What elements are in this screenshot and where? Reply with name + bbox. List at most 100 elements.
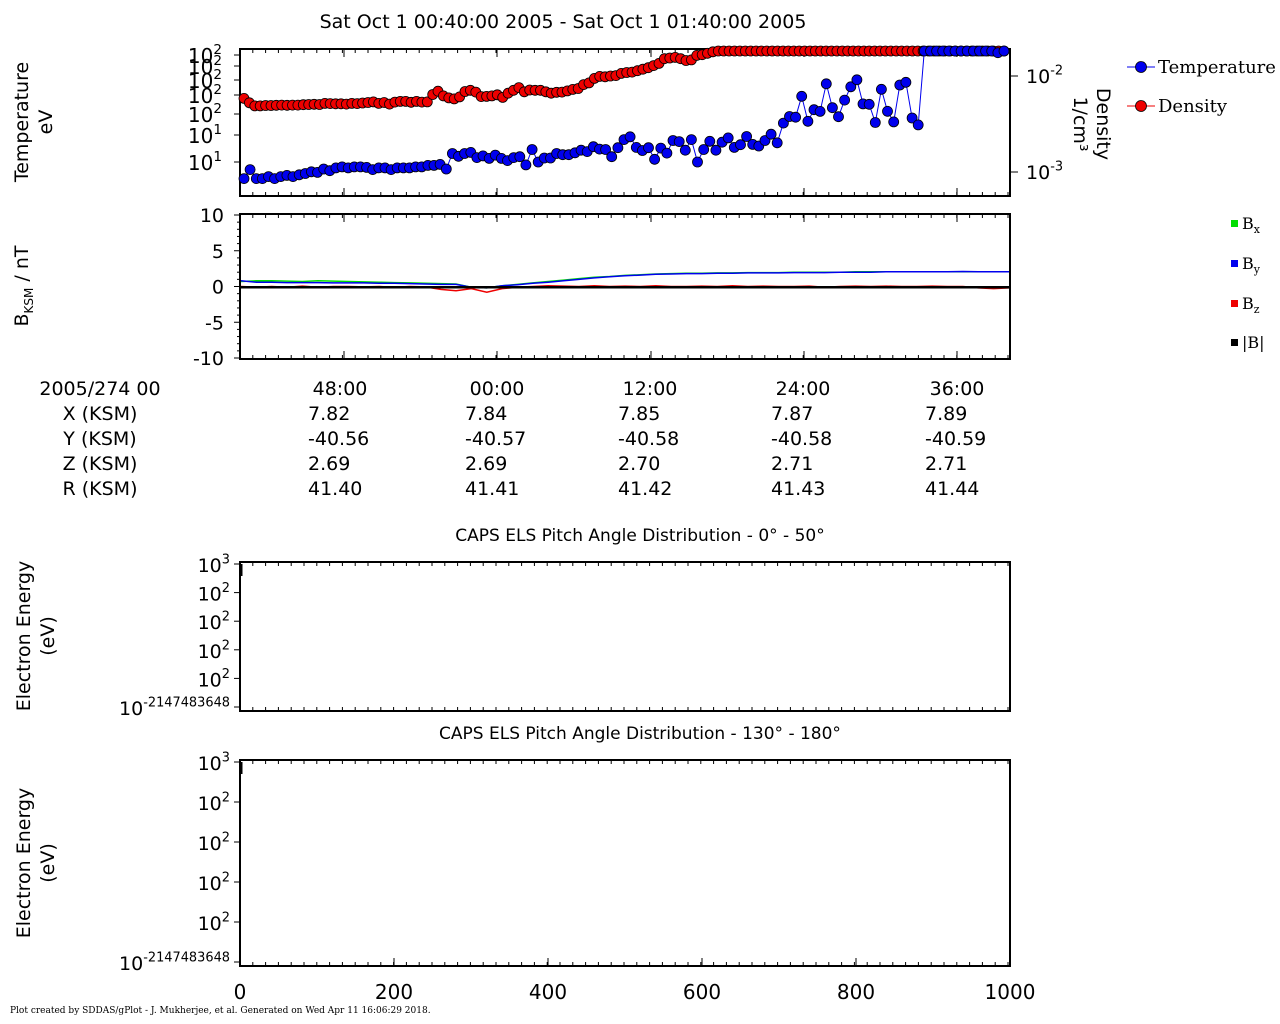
temperature-point — [741, 131, 752, 142]
temperature-point — [710, 144, 722, 156]
temperature-point — [863, 98, 875, 110]
ephemeris-value: 2.71 — [925, 453, 967, 475]
temperature-point — [820, 78, 832, 90]
temperature-point — [514, 151, 526, 163]
temperature-point — [612, 142, 624, 154]
temperature-axis-unit: eV — [35, 110, 57, 135]
temperature-point — [704, 135, 716, 147]
ephemeris-value: -40.58 — [618, 428, 679, 450]
temperature-point — [845, 81, 857, 93]
ephemeris-value: 41.43 — [771, 478, 825, 500]
temperature-point — [876, 83, 887, 95]
temperature-point — [624, 131, 636, 143]
temperature-point — [679, 144, 691, 156]
temperature-density-series — [238, 45, 1010, 185]
ephemeris-value: 7.84 — [465, 403, 507, 425]
ephemeris-value: 41.44 — [925, 478, 979, 500]
temperature-point — [440, 163, 452, 175]
ephemeris-value: -40.57 — [465, 428, 526, 450]
temperature-point — [900, 76, 912, 88]
ephemeris-value: 7.89 — [925, 403, 967, 425]
temperature-point — [796, 90, 808, 102]
ephemeris-value: 2.70 — [618, 453, 660, 475]
temperature-point — [692, 156, 703, 168]
pitch-angle-130-180-frame — [239, 759, 1011, 967]
pitch-angle-130-180-axis-label: Electron Energy — [13, 788, 35, 939]
temperature-point — [802, 115, 814, 127]
pitch-angle-130-180-y-ticks: 103 102 102 102 102 10-2147483648 — [119, 750, 243, 975]
magnetic-field-legend: Bx By Bz |B| — [1231, 214, 1265, 352]
pitch-angle-130-180-y-tick-label: 103 — [198, 750, 230, 775]
pitch-angle-130-180-title: CAPS ELS Pitch Angle Distribution - 130°… — [439, 724, 841, 744]
pitch-angle-130-180-y-tick-label: 102 — [198, 790, 230, 815]
ephemeris-row-label: X (KSM) — [63, 403, 138, 425]
ephemeris-value: 7.87 — [771, 403, 813, 425]
time-tick-label: 00:00 — [470, 378, 525, 400]
pitch-angle-130-180-y-tick-label: 10-2147483648 — [119, 950, 230, 975]
temperature-point — [686, 134, 697, 146]
pitch-angle-130-180-x-tick-label: 600 — [683, 980, 721, 1004]
temperature-point — [839, 94, 850, 106]
time-tick-label: 12:00 — [623, 378, 678, 400]
temperature-point — [735, 139, 746, 151]
pitch-angle-130-180-axis-unit: (eV) — [37, 843, 59, 883]
ephemeris-date-label: 2005/274 00 — [39, 378, 160, 400]
temperature-point — [238, 173, 250, 185]
temperature-point — [661, 147, 673, 159]
temperature-point — [827, 102, 838, 114]
bmag-legend-swatch — [1231, 339, 1238, 346]
density-axis-unit: 1/cm³ — [1069, 96, 1091, 151]
time-tick-label: 24:00 — [776, 378, 831, 400]
pitch-angle-130-180-y-tick-label: 102 — [198, 830, 230, 855]
pitch-angle-130-180-x-tick-label: 200 — [375, 980, 413, 1004]
temperature-point — [888, 116, 900, 128]
ephemeris-row-label: Z (KSM) — [63, 453, 138, 475]
temperature-point — [882, 105, 893, 117]
temperature-point — [722, 132, 734, 144]
ephemeris-value: 41.41 — [465, 478, 519, 500]
magnetic-field-y-tick-label: 0 — [212, 277, 224, 299]
by-legend-swatch — [1231, 260, 1238, 267]
magnetic-field-panel: 10 5 0 -5 -10 BKSM / nT Bx By Bz |B| — [11, 205, 1265, 370]
temperature-point — [698, 144, 710, 155]
temperature-point — [649, 153, 660, 165]
ephemeris-value: -40.59 — [925, 428, 986, 450]
pitch-angle-130-180-x-tick-label: 400 — [529, 980, 567, 1004]
ephemeris-row-label: R (KSM) — [63, 478, 138, 500]
density-line — [243, 50, 1004, 107]
magnetic-field-y-tick-label: -10 — [193, 348, 224, 370]
pitch-angle-0-50-y-tick-label: 102 — [198, 667, 230, 692]
temperature-legend-marker — [1135, 61, 1147, 73]
density-y-tick-label: 10-3 — [1026, 159, 1063, 184]
pitch-angle-130-180-x-tick-label: 1000 — [985, 980, 1036, 1004]
bz-legend-swatch — [1231, 300, 1238, 307]
temperature-point — [912, 119, 924, 131]
magnetic-field-y-ticks: 10 5 0 -5 -10 — [193, 205, 240, 370]
pitch-angle-0-50-axis-label: Electron Energy — [13, 561, 35, 712]
ephemeris-value: 2.69 — [308, 453, 350, 475]
by-legend-label: By — [1242, 254, 1261, 276]
ephemeris-value: 41.40 — [308, 478, 362, 500]
ephemeris-value: 7.85 — [618, 403, 660, 425]
density-legend-marker — [1135, 100, 1147, 112]
temperature-point — [600, 144, 611, 155]
pitch-angle-0-50-panel: CAPS ELS Pitch Angle Distribution - 0° -… — [13, 526, 1011, 720]
bx-legend-swatch — [1231, 220, 1238, 227]
temperature-axis-label: Temperature — [11, 62, 33, 183]
temperature-y-tick-label: 101 — [188, 149, 222, 175]
bx-legend-label: Bx — [1242, 214, 1261, 236]
magnetic-field-y-tick-label: 10 — [200, 205, 224, 227]
pitch-angle-0-50-y-tick-label: 10-2147483648 — [119, 695, 230, 720]
pitch-angle-0-50-y-tick-label: 103 — [198, 552, 230, 577]
pitch-angle-130-180-y-tick-label: 102 — [198, 870, 230, 895]
magnetic-field-series — [240, 270, 1010, 293]
temperature-point — [998, 45, 1010, 57]
pitch-angle-130-180-x-tick-label: 800 — [837, 980, 875, 1004]
pitch-angle-130-180-x-ticks: 0 200 400 600 800 1000 — [234, 958, 1036, 1004]
bmag-legend-label: |B| — [1242, 333, 1265, 352]
temperature-point — [526, 144, 538, 155]
pitch-angle-0-50-y-tick-label: 102 — [198, 581, 230, 606]
